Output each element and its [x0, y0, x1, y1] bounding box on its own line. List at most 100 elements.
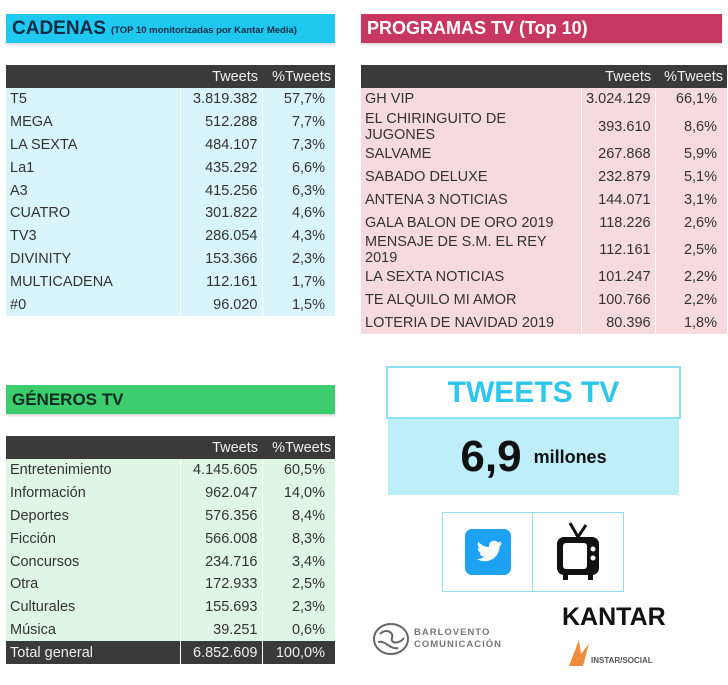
row-pct: 2,5% — [261, 572, 335, 596]
row-pct: 3,1% — [654, 188, 727, 212]
cadenas-subtitle: (TOP 10 monitorizadas por Kantar Media) — [110, 25, 297, 36]
row-label: MENSAJE DE S.M. EL REY 2019 — [361, 233, 582, 266]
row-pct: 6,6% — [261, 156, 335, 180]
kantar-logo: KANTAR — [562, 603, 666, 631]
row-label: TV3 — [6, 224, 180, 248]
row-tweets: 3.024.129 — [581, 88, 656, 111]
table-header: Tweets %Tweets — [361, 65, 727, 88]
programas-table: Tweets %Tweets GH VIP 3.024.129 66,1% EL CHI… — [361, 65, 727, 335]
total-pct: 100,0% — [261, 641, 335, 665]
row-pct: 4,6% — [261, 201, 335, 225]
row-pct: 7,3% — [261, 133, 335, 157]
barlovento-text-2: COMUNICACIÓN — [414, 639, 502, 650]
row-pct: 2,3% — [261, 595, 335, 619]
row-tweets: 112.161 — [581, 233, 656, 266]
row-tweets: 234.716 — [179, 550, 262, 573]
row-tweets: 80.396 — [581, 311, 656, 335]
row-tweets: 112.161 — [179, 270, 262, 294]
row-pct: 5,9% — [654, 142, 727, 166]
row-tweets: 144.071 — [581, 188, 656, 212]
col-tweets: Tweets — [581, 65, 656, 88]
summary-value-box: 6,9 millones — [388, 419, 679, 495]
table-row: Culturales 155.693 2,3% — [6, 595, 335, 619]
row-label: GALA BALON DE ORO 2019 — [361, 211, 582, 234]
row-label: ANTENA 3 NOTICIAS — [361, 188, 582, 212]
table-row: LA SEXTA NOTICIAS 101.247 2,2% — [361, 265, 727, 289]
row-pct: 2,3% — [261, 247, 335, 271]
table-header: Tweets %Tweets — [6, 436, 335, 459]
table-row: MULTICADENA 112.161 1,7% — [6, 270, 335, 294]
row-tweets: 232.879 — [581, 165, 656, 189]
row-tweets: 962.047 — [179, 481, 262, 505]
col-tweets: Tweets — [180, 65, 262, 88]
table-row: A3 415.256 6,3% — [6, 179, 335, 202]
row-pct: 1,7% — [261, 270, 335, 294]
row-label: Información — [6, 481, 180, 505]
row-pct: 57,7% — [261, 88, 335, 111]
row-label: Culturales — [6, 595, 180, 619]
twitter-icon — [443, 513, 533, 591]
table-row: MEGA 512.288 7,7% — [6, 110, 335, 134]
tv-icon — [533, 513, 623, 591]
generos-title: GÉNEROS TV — [12, 389, 124, 409]
total-tweets: 6.852.609 — [179, 641, 262, 665]
row-label: GH VIP — [361, 88, 582, 111]
row-label: LA SEXTA — [6, 133, 180, 157]
row-label: T5 — [6, 88, 180, 111]
row-label: A3 — [6, 179, 180, 202]
table-row: #0 96.020 1,5% — [6, 293, 335, 316]
table-row: LA SEXTA 484.107 7,3% — [6, 133, 335, 157]
row-tweets: 101.247 — [581, 265, 656, 289]
row-label: Ficción — [6, 527, 180, 551]
row-pct: 8,6% — [654, 110, 727, 143]
row-label: SALVAME — [361, 142, 582, 166]
table-row: La1 435.292 6,6% — [6, 156, 335, 180]
row-label: Deportes — [6, 504, 180, 528]
row-pct: 4,3% — [261, 224, 335, 248]
table-row: ANTENA 3 NOTICIAS 144.071 3,1% — [361, 188, 727, 212]
row-pct: 3,4% — [261, 550, 335, 573]
row-label: Concursos — [6, 550, 180, 573]
row-pct: 2,2% — [654, 265, 727, 289]
row-label: CUATRO — [6, 201, 180, 225]
cadenas-header: CADENAS (TOP 10 monitorizadas por Kantar… — [6, 14, 335, 43]
row-label: LA SEXTA NOTICIAS — [361, 265, 582, 289]
table-row: SALVAME 267.868 5,9% — [361, 142, 727, 166]
row-tweets: 39.251 — [179, 618, 262, 642]
row-pct: 2,2% — [654, 288, 727, 312]
row-label: SABADO DELUXE — [361, 165, 582, 189]
row-label: MEGA — [6, 110, 180, 134]
row-tweets: 566.008 — [179, 527, 262, 551]
row-label: TE ALQUILO MI AMOR — [361, 288, 582, 312]
table-row: TE ALQUILO MI AMOR 100.766 2,2% — [361, 288, 727, 312]
row-tweets: 267.868 — [581, 142, 656, 166]
row-pct: 60,5% — [261, 459, 335, 482]
row-label: DIVINITY — [6, 247, 180, 271]
table-row: Entretenimiento 4.145.605 60,5% — [6, 459, 335, 482]
row-pct: 0,6% — [261, 618, 335, 642]
programas-header: PROGRAMAS TV (Top 10) — [361, 14, 722, 43]
table-row: SABADO DELUXE 232.879 5,1% — [361, 165, 727, 189]
table-row: DIVINITY 153.366 2,3% — [6, 247, 335, 271]
table-row: Ficción 566.008 8,3% — [6, 527, 335, 551]
row-tweets: 415.256 — [179, 179, 262, 202]
row-label: Música — [6, 618, 180, 642]
col-pct: %Tweets — [655, 65, 727, 88]
row-label: Entretenimiento — [6, 459, 180, 482]
row-label: MULTICADENA — [6, 270, 180, 294]
row-tweets: 286.054 — [179, 224, 262, 248]
row-tweets: 118.226 — [581, 211, 656, 234]
col-pct: %Tweets — [262, 436, 335, 459]
row-pct: 5,1% — [654, 165, 727, 189]
row-label: La1 — [6, 156, 180, 180]
row-pct: 6,3% — [261, 179, 335, 202]
programas-title: PROGRAMAS TV (Top 10) — [367, 18, 588, 38]
row-pct: 2,6% — [654, 211, 727, 234]
row-pct: 1,8% — [654, 311, 727, 335]
table-row: Otra 172.933 2,5% — [6, 572, 335, 596]
row-tweets: 576.356 — [179, 504, 262, 528]
barlovento-text-1: BARLOVENTO — [414, 627, 491, 638]
table-row: TV3 286.054 4,3% — [6, 224, 335, 248]
row-label: Otra — [6, 572, 180, 596]
table-row: Música 39.251 0,6% — [6, 618, 335, 642]
